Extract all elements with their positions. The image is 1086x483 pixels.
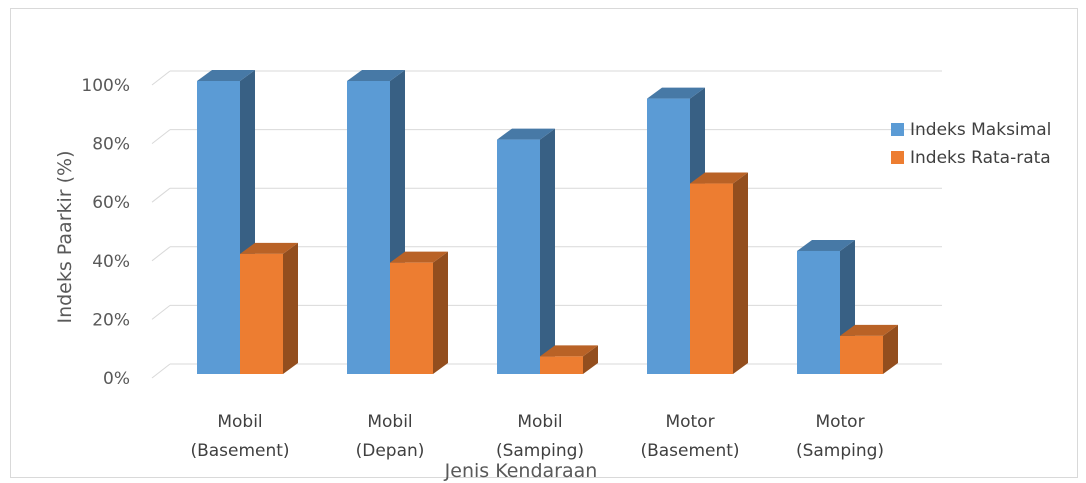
- y-tick-label: 80%: [92, 135, 130, 155]
- y-tick-label: 20%: [92, 310, 130, 330]
- bar-top: [497, 128, 555, 140]
- x-tick-label: Motor (Samping): [796, 412, 884, 461]
- x-tick-label-line: Mobil: [367, 412, 412, 432]
- bar-top: [840, 324, 898, 336]
- bar-top: [797, 239, 855, 251]
- y-tick-label: 60%: [92, 193, 130, 213]
- bar-2-0: [497, 128, 555, 374]
- bar-side: [883, 324, 898, 374]
- x-tick-label-line: (Basement): [640, 441, 739, 461]
- bar-top: [647, 87, 705, 99]
- gridline-depth: [151, 246, 171, 262]
- bar-side: [540, 128, 555, 374]
- x-tick-label: Mobil (Depan): [356, 412, 425, 461]
- bar-1-1: [390, 251, 448, 374]
- bar-front: [197, 81, 240, 374]
- bar-3-1: [690, 172, 748, 374]
- bar-2-1: [540, 345, 598, 374]
- x-axis-title: Jenis Kendaraan: [444, 460, 598, 482]
- y-tick-label: 0%: [103, 369, 130, 389]
- bar-top: [197, 70, 255, 81]
- bar-top: [540, 345, 598, 357]
- x-tick-label-line: Mobil: [517, 412, 562, 432]
- legend-swatch: [891, 123, 904, 136]
- bar-front: [840, 335, 883, 374]
- bar-front: [347, 81, 390, 374]
- x-tick-label-line: Motor: [665, 412, 714, 432]
- legend-swatch: [891, 151, 904, 164]
- gridline-depth: [151, 363, 171, 379]
- x-tick-label-line: (Depan): [356, 441, 425, 461]
- gridline-depth: [151, 129, 171, 144]
- bar-4-1: [840, 324, 898, 374]
- bar-front: [540, 356, 583, 374]
- bar-front: [390, 262, 433, 374]
- legend-label: Indeks Maksimal: [910, 120, 1051, 140]
- bar-front: [240, 253, 283, 374]
- bar-side: [733, 172, 748, 374]
- bar-front: [797, 250, 840, 374]
- x-tick-label-line: (Samping): [496, 441, 584, 461]
- x-tick-label-line: (Basement): [190, 441, 289, 461]
- gridline-depth: [151, 305, 171, 320]
- y-tick-label: 100%: [81, 76, 130, 96]
- bar-top: [690, 172, 748, 184]
- bar-top: [390, 251, 448, 263]
- bar-side: [433, 251, 448, 374]
- y-axis-title: Indeks Paarkir (%): [54, 150, 76, 323]
- chart-frame: [10, 8, 1078, 478]
- bar-0-1: [240, 242, 298, 374]
- bar-side: [283, 242, 298, 374]
- bar-front: [647, 98, 690, 374]
- x-tick-label-line: Motor: [815, 412, 864, 432]
- bar-front: [690, 183, 733, 374]
- gridline-depth: [151, 187, 171, 203]
- x-tick-label-line: (Samping): [796, 441, 884, 461]
- x-tick-label: Mobil (Samping): [496, 412, 584, 461]
- x-tick-label: Mobil (Basement): [190, 412, 289, 461]
- gridline-depth: [151, 70, 171, 86]
- y-tick-label: 40%: [92, 252, 130, 272]
- bar-top: [347, 70, 405, 81]
- x-tick-label-line: Mobil: [217, 412, 262, 432]
- bar-side: [583, 345, 598, 374]
- bar-front: [497, 139, 540, 374]
- legend-label: Indeks Rata-rata: [910, 148, 1051, 168]
- x-tick-label: Motor (Basement): [640, 412, 739, 461]
- bar-top: [240, 242, 298, 254]
